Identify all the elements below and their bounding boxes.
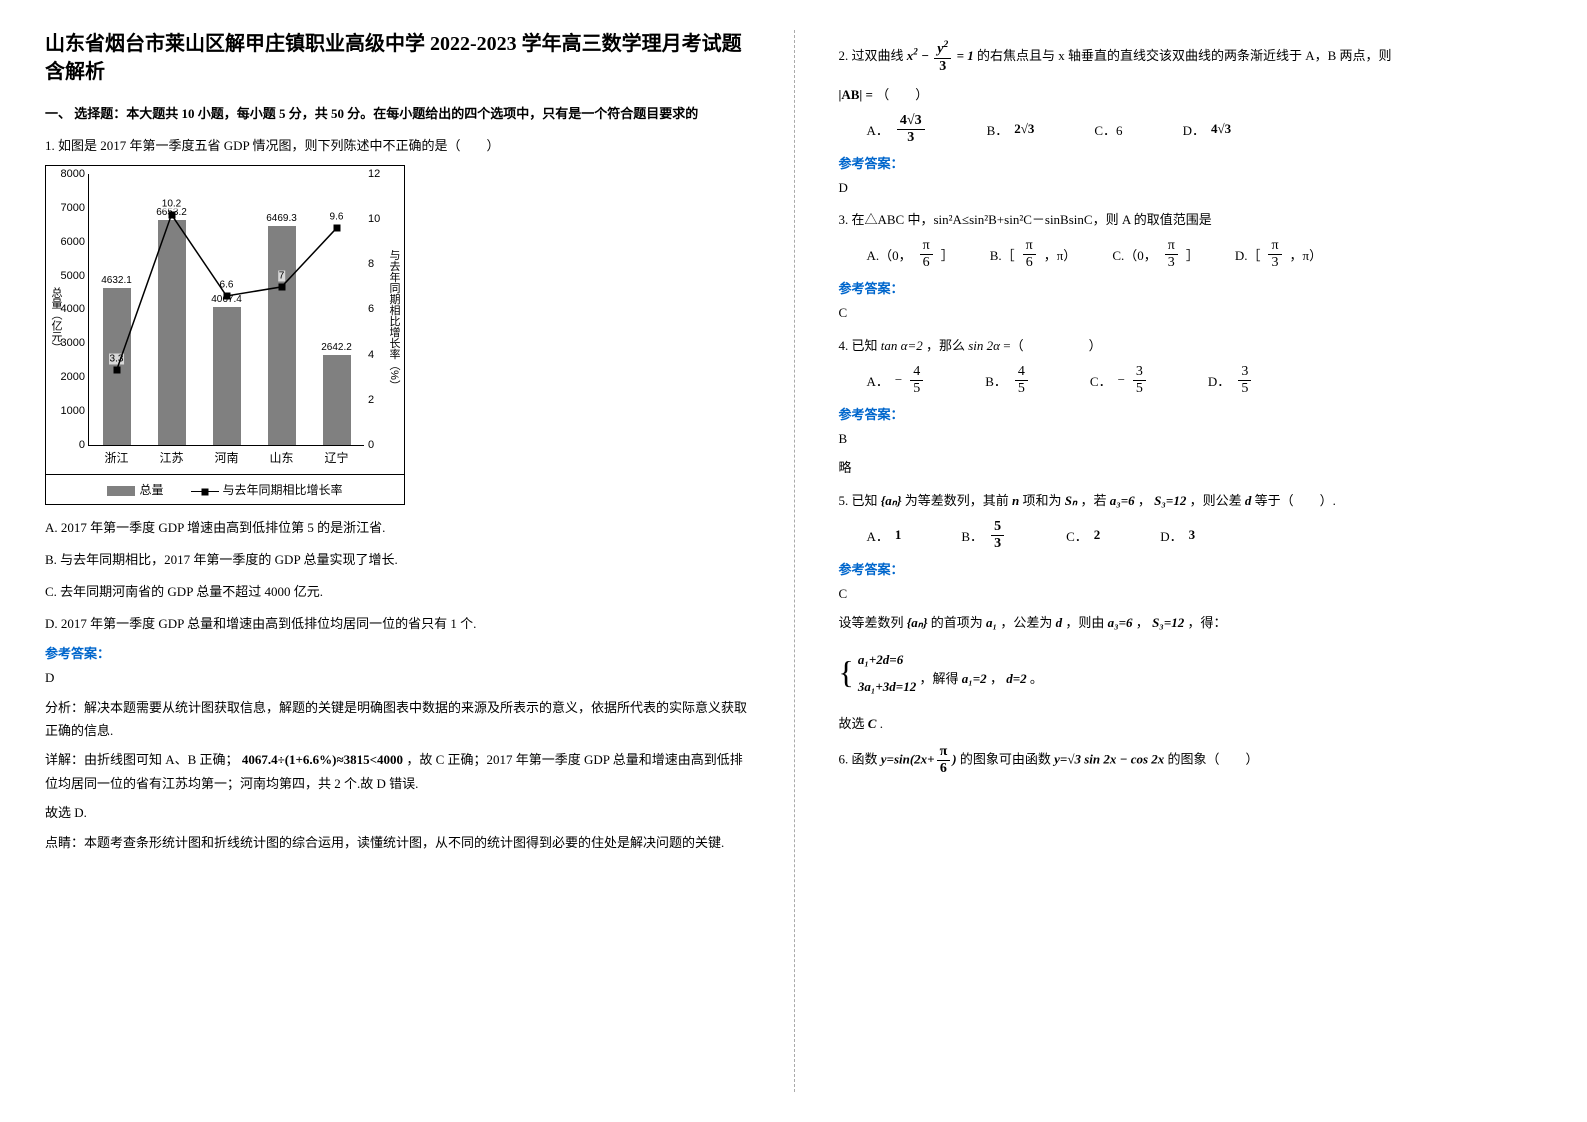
page-title: 山东省烟台市莱山区解甲庄镇职业高级中学 2022-2023 学年高三数学理月考试… bbox=[45, 30, 749, 86]
q1-answer: D bbox=[45, 666, 749, 689]
q2-stem: 2. 过双曲线 x2 − y23 = 1 的右焦点且与 x 轴垂直的直线交该双曲… bbox=[839, 40, 1543, 74]
q1-stem: 1. 如图是 2017 年第一季度五省 GDP 情况图，则下列陈述中不正确的是（… bbox=[45, 135, 749, 157]
q1-optD: D. 2017 年第一季度 GDP 总量和增速由高到低排位均居同一位的省只有 1… bbox=[45, 613, 749, 635]
q3-answer: C bbox=[839, 301, 1543, 324]
legend-line: 与去年同期相比增长率 bbox=[223, 483, 343, 497]
q3-answer-label: 参考答案： bbox=[839, 278, 1543, 297]
q4-answer: B bbox=[839, 427, 1543, 450]
q4-options: A．−45 B．45 C．−35 D．35 bbox=[867, 365, 1543, 396]
q6-stem: 6. 函数 y=sin(2x+π6) 的图象可由函数 y=√3 sin 2x −… bbox=[839, 745, 1543, 776]
q1-analysis4: 点睛：本题考查条形统计图和折线统计图的综合运用，读懂统计图，从不同的统计图得到必… bbox=[45, 831, 749, 854]
q1-optB: B. 与去年同期相比，2017 年第一季度的 GDP 总量实现了增长. bbox=[45, 549, 749, 571]
q1-chart: 总量（亿元） 与去年同期相比增长率（%） 0100020003000400050… bbox=[45, 165, 405, 505]
section-heading: 一、 选择题：本大题共 10 小题，每小题 5 分，共 50 分。在每小题给出的… bbox=[45, 104, 749, 125]
q2-answer: D bbox=[839, 176, 1543, 199]
q3-stem: 3. 在△ABC 中，sin²A≤sin²B+sin²C－sinBsinC，则 … bbox=[839, 209, 1543, 231]
q4-note: 略 bbox=[839, 456, 1543, 479]
q5-stem: 5. 已知 {aₙ} 为等差数列，其前 n 项和为 Sₙ ，若 a₃=6 ， S… bbox=[839, 490, 1543, 512]
q1-analysis1: 分析：解决本题需要从统计图获取信息，解题的关键是明确图表中数据的来源及所表示的意… bbox=[45, 696, 749, 743]
q5-system: { a₁+2d=6 3a₁+3d=12 ，解得 a₁=2 ， d=2 。 bbox=[839, 640, 1543, 706]
q1-answer-label: 参考答案： bbox=[45, 643, 749, 662]
q2-options: A． 4√33 B．2√3 C．6 D．4√3 bbox=[867, 114, 1543, 145]
q3-options: A.（0，π6］ B.［π6，π） C.（0，π3］ D.［π3，π） bbox=[867, 239, 1543, 270]
q5-answer: C bbox=[839, 582, 1543, 605]
q1-optA: A. 2017 年第一季度 GDP 增速由高到低排位第 5 的是浙江省. bbox=[45, 517, 749, 539]
q5-options: A．1 B．53 C．2 D．3 bbox=[867, 520, 1543, 551]
q5-sol1: 设等差数列 {aₙ} 的首项为 a₁ ，公差为 d ，则由 a₃=6 ， S₃=… bbox=[839, 611, 1543, 634]
q4-answer-label: 参考答案： bbox=[839, 404, 1543, 423]
chart-legend: 总量 与去年同期相比增长率 bbox=[45, 475, 405, 505]
q2-answer-label: 参考答案： bbox=[839, 153, 1543, 172]
q1-analysis3: 故选 D. bbox=[45, 801, 749, 824]
q5-final: 故选 C . bbox=[839, 712, 1543, 735]
q1-analysis2: 详解：由折线图可知 A、B 正确； 4067.4÷(1+6.6%)≈3815<4… bbox=[45, 748, 749, 795]
q1-optC: C. 去年同期河南省的 GDP 总量不超过 4000 亿元. bbox=[45, 581, 749, 603]
legend-bar: 总量 bbox=[139, 483, 163, 497]
y2-axis-label: 与去年同期相比增长率（%） bbox=[386, 249, 402, 391]
q4-stem: 4. 已知 tan α=2 ，那么 sin 2α =（ ） bbox=[839, 335, 1543, 357]
q5-answer-label: 参考答案： bbox=[839, 559, 1543, 578]
